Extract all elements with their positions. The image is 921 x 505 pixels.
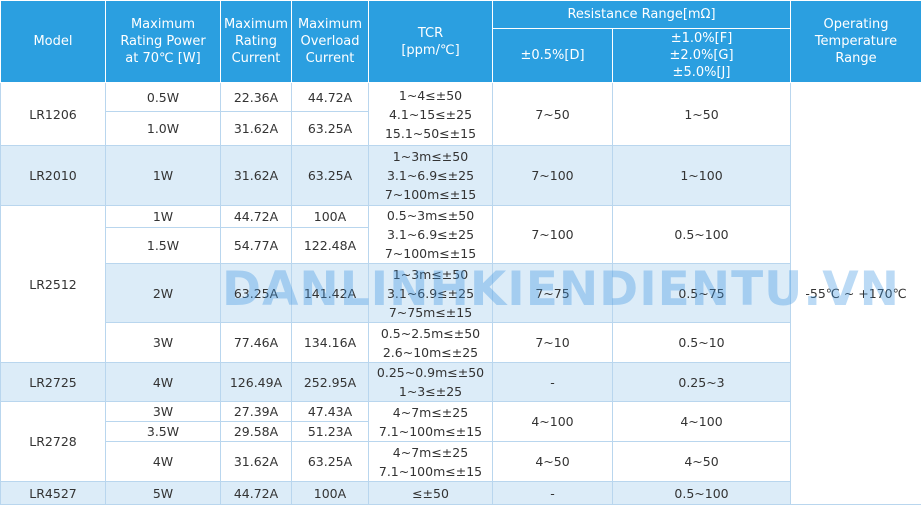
res-d-cell: 4~50 bbox=[492, 441, 613, 482]
tcr-cell: 1~3m≤±50 3.1~6.9≤±25 7~75m≤±15 bbox=[368, 263, 493, 323]
res-fgj-cell: 0.5~100 bbox=[611, 481, 792, 505]
res-d-cell: 7~50 bbox=[492, 82, 613, 146]
overload-cell: 134.16A bbox=[291, 322, 369, 363]
model-cell: LR2725 bbox=[0, 362, 106, 402]
model-cell: LR1206 bbox=[0, 82, 106, 146]
header-cell: Maximum Rating Power at 70℃ [W] bbox=[105, 0, 221, 83]
current-cell: 27.39A bbox=[220, 401, 292, 422]
power-cell: 1.0W bbox=[105, 111, 221, 146]
res-fgj-cell: 1~100 bbox=[611, 145, 792, 206]
current-cell: 22.36A bbox=[220, 82, 292, 112]
overload-cell: 63.25A bbox=[291, 145, 369, 206]
res-fgj-cell: 0.5~75 bbox=[611, 263, 792, 323]
power-cell: 1W bbox=[105, 145, 221, 206]
tcr-cell: 1~4≤±50 4.1~15≤±25 15.1~50≤±15 bbox=[368, 82, 493, 146]
current-cell: 44.72A bbox=[220, 481, 292, 505]
overload-cell: 141.42A bbox=[291, 263, 369, 323]
tcr-cell: 1~3m≤±50 3.1~6.9≤±25 7~100m≤±15 bbox=[368, 145, 493, 206]
header-cell: Resistance Range[mΩ] bbox=[491, 0, 792, 29]
tcr-cell: ≤±50 bbox=[368, 481, 493, 505]
current-cell: 29.58A bbox=[220, 421, 292, 442]
current-cell: 77.46A bbox=[220, 322, 292, 363]
res-d-cell: 7~10 bbox=[492, 322, 613, 363]
current-cell: 31.62A bbox=[220, 441, 292, 482]
power-cell: 3W bbox=[105, 401, 221, 422]
res-fgj-cell: 4~100 bbox=[611, 401, 792, 442]
tcr-cell: 0.5~2.5m≤±50 2.6~10m≤±25 bbox=[368, 322, 493, 363]
res-fgj-cell: 4~50 bbox=[611, 441, 792, 482]
model-cell: LR2010 bbox=[0, 145, 106, 206]
current-cell: 31.62A bbox=[220, 145, 292, 206]
res-fgj-cell: 1~50 bbox=[611, 82, 792, 146]
current-cell: 31.62A bbox=[220, 111, 292, 146]
model-cell: LR2512 bbox=[0, 205, 106, 363]
power-cell: 0.5W bbox=[105, 82, 221, 112]
overload-cell: 44.72A bbox=[291, 82, 369, 112]
overload-cell: 100A bbox=[291, 205, 369, 228]
header-cell: ±1.0%[F] ±2.0%[G] ±5.0%[J] bbox=[611, 28, 792, 83]
model-cell: LR4527 bbox=[0, 481, 106, 505]
header-cell: Maximum Rating Current bbox=[220, 0, 292, 83]
tcr-cell: 4~7m≤±25 7.1~100m≤±15 bbox=[368, 401, 493, 442]
res-d-cell: 7~100 bbox=[492, 205, 613, 264]
header-cell: ±0.5%[D] bbox=[492, 28, 613, 83]
overload-cell: 63.25A bbox=[291, 111, 369, 146]
res-fgj-cell: 0.5~100 bbox=[611, 205, 792, 264]
header-cell: Maximum Overload Current bbox=[291, 0, 369, 83]
power-cell: 2W bbox=[105, 263, 221, 323]
header-cell: Model bbox=[0, 0, 106, 83]
power-cell: 3W bbox=[105, 322, 221, 363]
res-d-cell: 7~75 bbox=[492, 263, 613, 323]
tcr-cell: 0.25~0.9m≤±50 1~3≤±25 bbox=[368, 362, 493, 402]
res-fgj-cell: 0.5~10 bbox=[611, 322, 792, 363]
res-d-cell: 7~100 bbox=[492, 145, 613, 206]
overload-cell: 252.95A bbox=[291, 362, 369, 402]
overload-cell: 100A bbox=[291, 481, 369, 505]
res-fgj-cell: 0.25~3 bbox=[611, 362, 792, 402]
overload-cell: 63.25A bbox=[291, 441, 369, 482]
res-d-cell: 4~100 bbox=[492, 401, 613, 442]
temperature-cell: -55℃ ~ +170℃ bbox=[790, 82, 921, 505]
power-cell: 4W bbox=[105, 441, 221, 482]
power-cell: 4W bbox=[105, 362, 221, 402]
current-cell: 44.72A bbox=[220, 205, 292, 228]
power-cell: 1W bbox=[105, 205, 221, 228]
tcr-cell: 0.5~3m≤±50 3.1~6.9≤±25 7~100m≤±15 bbox=[368, 205, 493, 264]
current-cell: 54.77A bbox=[220, 227, 292, 264]
power-cell: 5W bbox=[105, 481, 221, 505]
power-cell: 3.5W bbox=[105, 421, 221, 442]
current-cell: 63.25A bbox=[220, 263, 292, 323]
overload-cell: 47.43A bbox=[291, 401, 369, 422]
model-cell: LR2728 bbox=[0, 401, 106, 482]
res-d-cell: - bbox=[492, 362, 613, 402]
current-cell: 126.49A bbox=[220, 362, 292, 402]
header-cell: Operating Temperature Range bbox=[790, 0, 921, 83]
tcr-cell: 4~7m≤±25 7.1~100m≤±15 bbox=[368, 441, 493, 482]
overload-cell: 122.48A bbox=[291, 227, 369, 264]
header-cell: TCR [ppm/℃] bbox=[368, 0, 493, 83]
overload-cell: 51.23A bbox=[291, 421, 369, 442]
power-cell: 1.5W bbox=[105, 227, 221, 264]
res-d-cell: - bbox=[492, 481, 613, 505]
